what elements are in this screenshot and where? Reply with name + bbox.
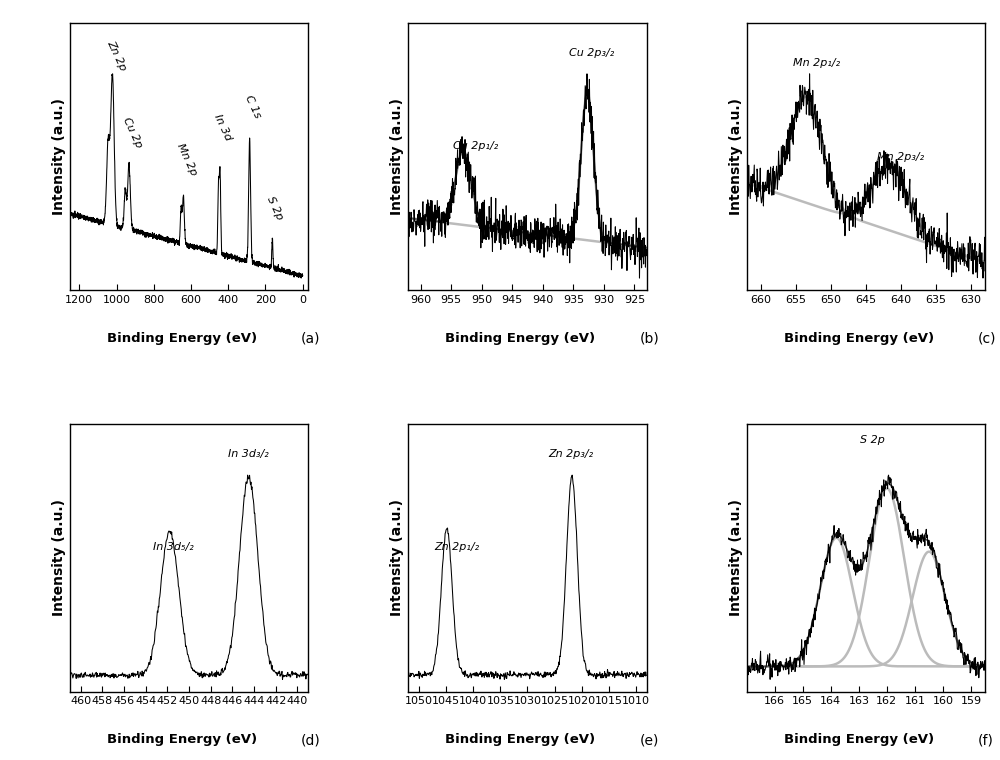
- Y-axis label: Intensity (a.u.): Intensity (a.u.): [729, 499, 743, 616]
- Text: Mn 2p₃/₂: Mn 2p₃/₂: [877, 152, 924, 162]
- Text: (d): (d): [301, 733, 321, 747]
- Text: Zn 2p: Zn 2p: [106, 39, 128, 72]
- Text: Mn 2p₁/₂: Mn 2p₁/₂: [793, 59, 840, 68]
- Text: In 3d₅/₂: In 3d₅/₂: [153, 543, 193, 553]
- Text: (e): (e): [639, 733, 659, 747]
- Text: Cu 2p₃/₂: Cu 2p₃/₂: [569, 48, 614, 58]
- Y-axis label: Intensity (a.u.): Intensity (a.u.): [52, 499, 66, 616]
- Text: Mn 2p: Mn 2p: [175, 142, 198, 178]
- Y-axis label: Intensity (a.u.): Intensity (a.u.): [390, 499, 404, 616]
- Text: In 3d₃/₂: In 3d₃/₂: [228, 449, 269, 459]
- Y-axis label: Intensity (a.u.): Intensity (a.u.): [390, 98, 404, 215]
- Text: In 3d: In 3d: [212, 113, 233, 142]
- Text: (b): (b): [639, 332, 659, 346]
- Text: C 1s: C 1s: [244, 93, 263, 119]
- Text: S 2p: S 2p: [860, 435, 885, 445]
- Text: (f): (f): [978, 733, 994, 747]
- Text: Binding Energy (eV): Binding Energy (eV): [445, 332, 595, 345]
- Text: Binding Energy (eV): Binding Energy (eV): [784, 332, 934, 345]
- Text: Zn 2p₁/₂: Zn 2p₁/₂: [435, 543, 480, 553]
- Text: Binding Energy (eV): Binding Energy (eV): [107, 733, 257, 746]
- Text: Cu 2p₁/₂: Cu 2p₁/₂: [453, 141, 498, 151]
- Y-axis label: Intensity (a.u.): Intensity (a.u.): [52, 98, 66, 215]
- Text: Binding Energy (eV): Binding Energy (eV): [107, 332, 257, 345]
- Text: (a): (a): [301, 332, 321, 346]
- Text: Binding Energy (eV): Binding Energy (eV): [784, 733, 934, 746]
- Text: Binding Energy (eV): Binding Energy (eV): [445, 733, 595, 746]
- Text: Zn 2p₃/₂: Zn 2p₃/₂: [548, 449, 593, 459]
- Text: Cu 2p: Cu 2p: [121, 116, 144, 150]
- Y-axis label: Intensity (a.u.): Intensity (a.u.): [729, 98, 743, 215]
- Text: (c): (c): [978, 332, 996, 346]
- Text: S 2p: S 2p: [265, 195, 284, 221]
